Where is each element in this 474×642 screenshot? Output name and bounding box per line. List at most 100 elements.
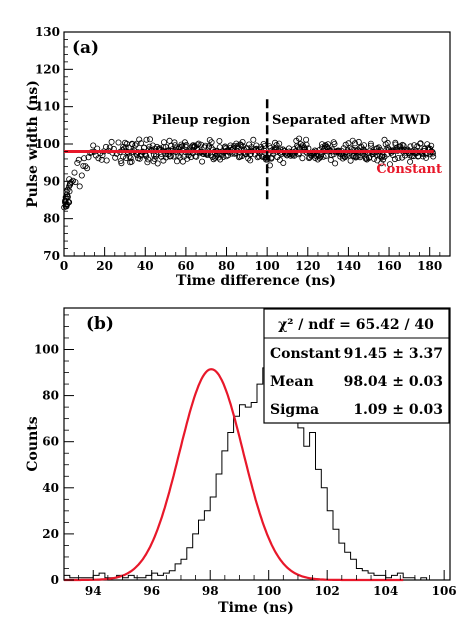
scatter-point [332, 160, 339, 167]
panel-b-label: (b) [86, 314, 114, 334]
scatter-point [126, 153, 133, 160]
scatter-point [184, 155, 191, 162]
scatter-point [384, 139, 391, 146]
scatter-point [143, 153, 150, 160]
scatter-point [296, 135, 303, 142]
scatter-point [81, 155, 88, 162]
panel-a-x-tick-label: 0 [60, 259, 68, 273]
scatter-point [316, 154, 323, 161]
panel-a-x-tick-label: 160 [377, 259, 402, 273]
scatter-point [276, 156, 283, 163]
scatter-point [386, 161, 393, 168]
scatter-point [171, 139, 178, 146]
scatter-point [199, 158, 206, 165]
panel-a-y-tick-label: 130 [35, 25, 60, 39]
scatter-point [120, 153, 127, 160]
scatter-point [108, 138, 115, 145]
scatter-point [276, 140, 283, 147]
scatter-point [82, 163, 89, 170]
scatter-point [268, 154, 275, 161]
panel-b-y-tick-label: 100 [34, 342, 59, 356]
scatter-point [78, 172, 85, 179]
scatter-point [95, 155, 102, 162]
panel-a-x-tick-label: 120 [295, 259, 320, 273]
stats-constant-label: Constant [270, 346, 341, 362]
scatter-point [320, 153, 327, 160]
panel-b-x-tick-label: 98 [202, 584, 219, 598]
panel-a-x-axis-label: Time difference (ns) [176, 273, 336, 289]
stats-mean-label: Mean [270, 374, 314, 390]
scatter-point [424, 141, 431, 148]
panel-b-x-tick-label: 100 [256, 584, 281, 598]
scatter-point [128, 158, 135, 165]
scatter-point [400, 142, 407, 149]
scatter-point [391, 156, 398, 163]
panel-b-y-axis-label: Counts [25, 416, 41, 471]
stats-constant-value: 91.45 ± 3.37 [344, 346, 443, 362]
scatter-point [378, 160, 385, 167]
panel-a-y-tick-label: 110 [35, 100, 60, 114]
scatter-point [66, 188, 73, 195]
scatter-point [123, 154, 130, 161]
scatter-point [380, 156, 387, 163]
scatter-point [239, 138, 246, 145]
scatter-point [154, 160, 161, 167]
panel-b-x-tick-label: 106 [432, 584, 457, 598]
scatter-point [118, 160, 125, 167]
fit-stats-box: χ² / ndf = 65.42 / 40 Constant 91.45 ± 3… [263, 308, 450, 424]
panel-a-x-tick-label: 180 [417, 259, 442, 273]
stats-sigma-label: Sigma [270, 402, 319, 418]
scatter-point [144, 159, 151, 166]
scatter-point [136, 155, 143, 162]
constant-label: Constant [376, 162, 442, 177]
panel-b-y-tick-label: 40 [42, 481, 59, 495]
panel-b-y-tick-label: 20 [42, 527, 59, 541]
scatter-point [250, 136, 257, 143]
panel-a-frame [63, 31, 451, 257]
scatter-point [354, 153, 361, 160]
scatter-point [143, 136, 150, 143]
scatter-point [76, 183, 83, 190]
panel-a-x-tick-label: 20 [96, 259, 113, 273]
scatter-point [287, 152, 294, 159]
scatter-point [367, 140, 374, 147]
scatter-point [245, 155, 252, 162]
scatter-point [430, 153, 437, 160]
scatter-point [417, 140, 424, 147]
scatter-point [381, 136, 388, 143]
gaussian-fit-curve [64, 368, 404, 582]
scatter-point [136, 136, 143, 143]
scatter-point [189, 143, 196, 150]
scatter-point [342, 141, 349, 148]
scatter-point [182, 143, 189, 150]
panel-a-x-tick-label: 140 [336, 259, 361, 273]
separated-region-label: Separated after MWD [272, 113, 430, 128]
scatter-point [360, 142, 367, 149]
scatter-point [247, 157, 254, 164]
scatter-point [318, 141, 325, 148]
scatter-point [395, 154, 402, 161]
pileup-region-label: Pileup region [152, 113, 251, 128]
scatter-point [256, 153, 263, 160]
scatter-point [407, 158, 414, 165]
scatter-point [317, 153, 324, 160]
scatter-point [66, 199, 73, 206]
stats-sigma-value: 1.09 ± 0.03 [353, 402, 443, 418]
panel-b-x-tick-label: 94 [85, 584, 102, 598]
scatter-point [223, 153, 230, 160]
scatter-point [74, 159, 81, 166]
histogram [64, 323, 450, 581]
scatter-point [195, 140, 202, 147]
scatter-point [179, 143, 186, 150]
panel-a-y-tick-label: 120 [35, 62, 60, 76]
scatter-point [428, 142, 435, 149]
panel-b-x-tick-label: 96 [143, 584, 160, 598]
scatter-point [112, 154, 119, 161]
scatter-point [122, 139, 129, 146]
scatter-point [258, 153, 265, 160]
panel-b-y-tick-label: 0 [51, 573, 59, 587]
scatter-point [235, 154, 242, 161]
scatter-point [146, 136, 153, 143]
scatter-point [323, 152, 330, 159]
